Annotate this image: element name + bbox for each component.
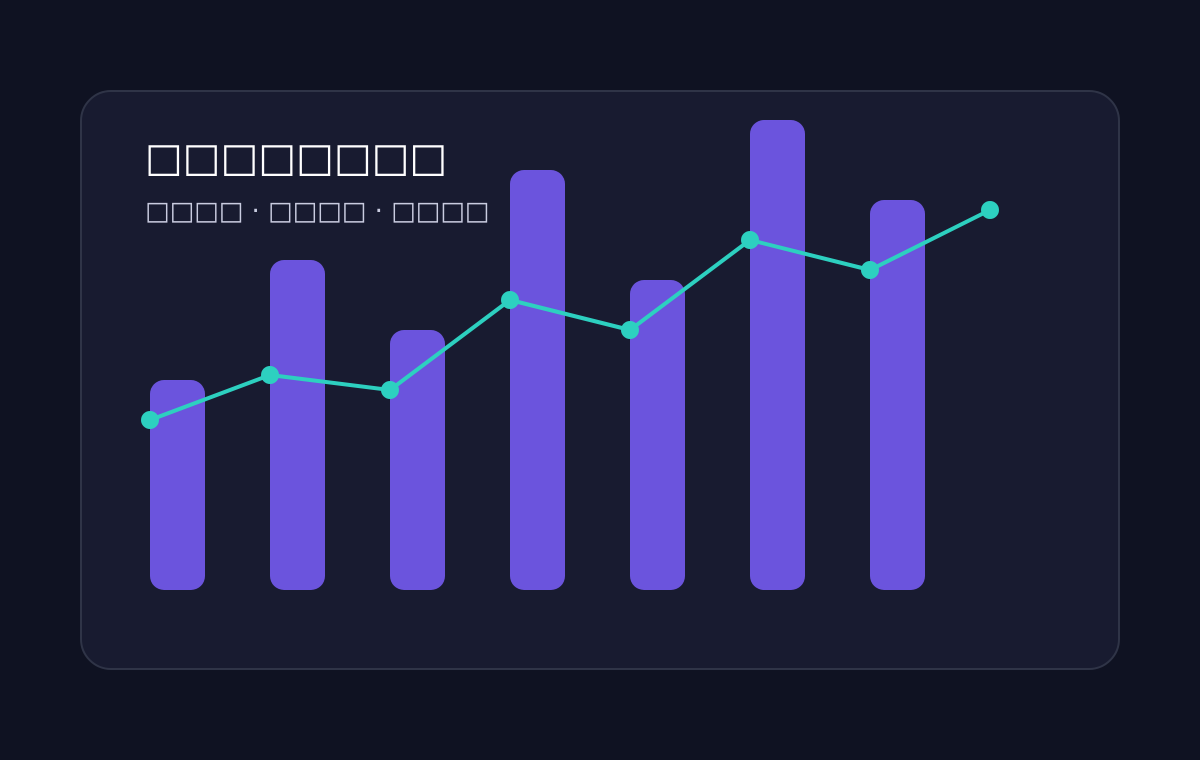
bar <box>750 120 805 590</box>
bar <box>870 200 925 590</box>
line-point <box>381 381 399 399</box>
line-point <box>141 411 159 429</box>
chart-title: □□□□□□□□ <box>145 135 447 181</box>
bar <box>150 380 205 590</box>
line-point <box>621 321 639 339</box>
line-point <box>861 261 879 279</box>
line-point <box>981 201 999 219</box>
chart-subtitle: □□□□ · □□□□ · □□□□ <box>145 197 489 227</box>
bar <box>270 260 325 590</box>
bar <box>390 330 445 590</box>
line-point <box>501 291 519 309</box>
bar <box>630 280 685 590</box>
bar <box>510 170 565 590</box>
line-point <box>261 366 279 384</box>
plot <box>141 120 999 590</box>
line-point <box>741 231 759 249</box>
line <box>149 208 991 422</box>
card <box>80 90 1120 670</box>
